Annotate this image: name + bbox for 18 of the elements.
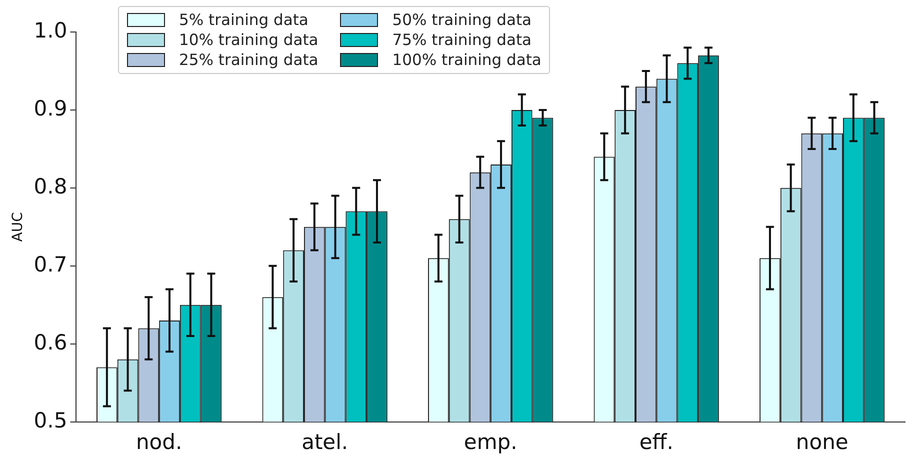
y-tick-label: 0.8 (34, 174, 68, 198)
y-tick-label: 0.9 (34, 96, 68, 120)
legend-label: 100% training data (392, 51, 542, 69)
y-tick-label: 0.7 (34, 252, 68, 276)
legend-label: 50% training data (392, 11, 532, 29)
x-tick-label: emp. (464, 430, 518, 454)
y-axis-title: AUC (10, 212, 26, 242)
legend-label: 75% training data (392, 31, 532, 49)
legend-label: 5% training data (179, 11, 308, 29)
x-tick-label: none (796, 430, 848, 454)
legend-label: 25% training data (179, 51, 318, 69)
y-tick-label: 0.6 (34, 330, 68, 354)
y-tick-label: 0.5 (34, 408, 68, 432)
y-tick-label: 1.0 (34, 18, 68, 42)
x-tick-label: nod. (136, 430, 182, 454)
x-tick-label: atel. (302, 430, 348, 454)
x-tick-label: eff. (639, 430, 674, 454)
legend-label: 10% training data (179, 31, 318, 49)
